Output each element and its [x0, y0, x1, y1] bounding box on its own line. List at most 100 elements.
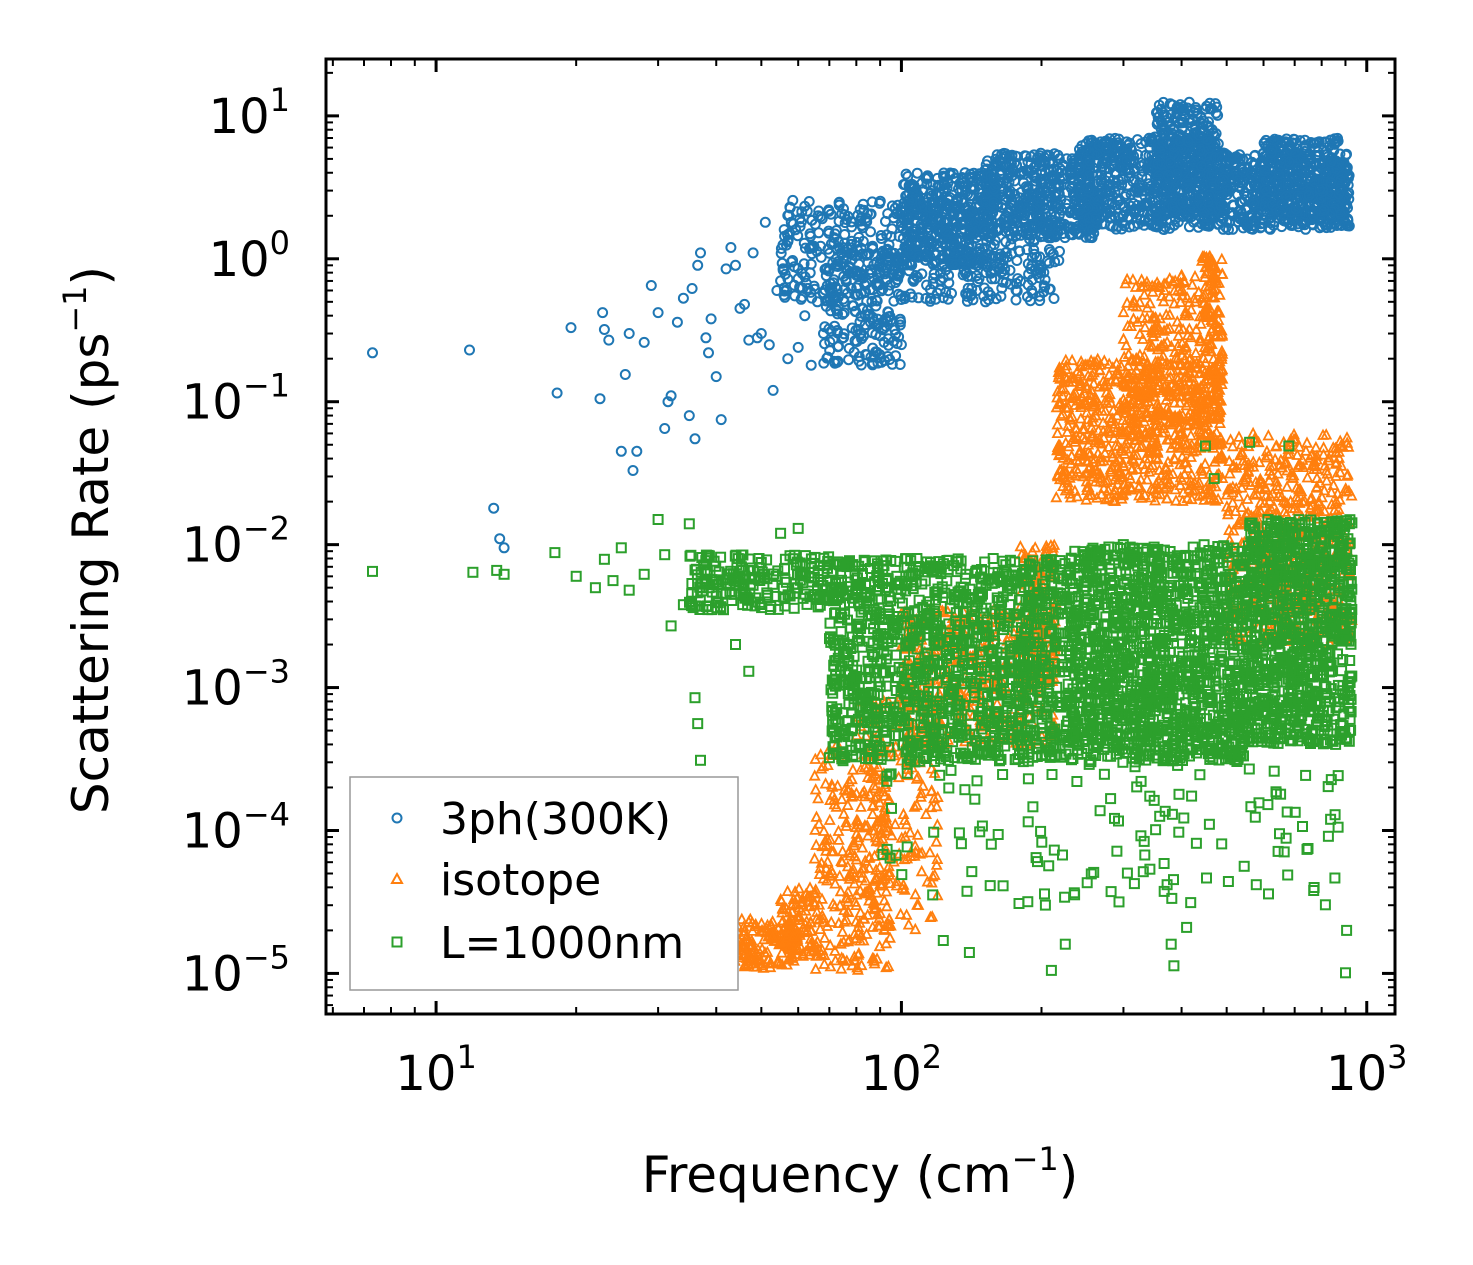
series-3ph-points: [367, 96, 1355, 554]
data-point: [846, 253, 858, 265]
data-point: [870, 294, 882, 306]
data-point: [1014, 539, 1027, 552]
data-point: [615, 445, 627, 457]
data-point: [924, 283, 936, 295]
data-point: [805, 359, 817, 371]
data-point: [598, 324, 610, 335]
data-point: [828, 274, 840, 286]
data-point: [862, 309, 874, 321]
data-point: [980, 296, 991, 308]
data-point: [623, 328, 635, 339]
data-point: [603, 334, 615, 346]
data-point: [973, 230, 985, 242]
data-point: [759, 216, 771, 228]
data-point: [880, 936, 893, 949]
data-point: [715, 414, 727, 426]
data-point: [894, 319, 906, 331]
data-point: [880, 262, 891, 274]
data-point: [974, 245, 986, 257]
data-point: [904, 200, 916, 212]
data-point: [638, 336, 650, 348]
data-point: [953, 183, 964, 195]
data-point: [843, 342, 855, 354]
data-point: [700, 332, 712, 344]
data-point: [859, 279, 871, 291]
data-point: [861, 304, 873, 316]
data-point: [857, 222, 869, 234]
data-point: [1039, 281, 1051, 293]
data-point: [882, 285, 894, 297]
data-point: [933, 180, 945, 192]
data-point: [904, 179, 916, 191]
data-point: [627, 465, 639, 476]
data-point: [906, 198, 918, 210]
data-point: [805, 258, 817, 270]
data-point: [864, 208, 876, 220]
data-point: [1050, 490, 1063, 503]
data-point: [896, 254, 908, 266]
data-point: [904, 826, 917, 838]
data-point: [720, 263, 732, 275]
data-point: [915, 864, 928, 877]
data-point: [937, 292, 949, 304]
data-point: [809, 962, 822, 974]
data-point: [963, 239, 975, 251]
data-point: [962, 271, 974, 282]
data-point: [924, 202, 936, 214]
data-point: [494, 533, 506, 545]
data-point: [861, 277, 873, 289]
data-point: [946, 287, 957, 299]
data-point: [488, 502, 500, 514]
data-point: [891, 274, 903, 286]
data-point: [942, 293, 954, 305]
data-point: [1043, 244, 1055, 255]
data-point: [1011, 255, 1023, 266]
data-point: [857, 235, 869, 247]
data-point: [794, 281, 806, 293]
data-point: [725, 242, 737, 253]
data-point: [823, 813, 836, 825]
data-point: [703, 347, 714, 359]
data-point: [807, 240, 819, 252]
data-point: [837, 308, 848, 320]
data-point: [1031, 251, 1043, 263]
data-point: [896, 247, 908, 259]
data-point: [851, 236, 863, 248]
data-point: [927, 237, 938, 249]
data-point: [962, 188, 973, 200]
data-point: [796, 206, 808, 218]
data-point: [902, 918, 915, 930]
data-point: [888, 335, 900, 347]
data-point: [815, 251, 827, 263]
data-point: [895, 217, 907, 228]
data-point: [965, 206, 977, 218]
data-point: [818, 357, 830, 369]
data-point: [891, 270, 903, 282]
data-point: [787, 255, 799, 266]
data-point: [920, 293, 932, 304]
data-point: [832, 355, 844, 367]
data-point: [939, 171, 951, 183]
data-point: [908, 273, 920, 285]
data-point: [551, 387, 563, 399]
data-point: [877, 316, 889, 328]
data-point: [464, 344, 475, 356]
data-point: [903, 230, 915, 242]
data-point: [900, 168, 912, 180]
data-point: [980, 267, 992, 279]
data-point: [842, 210, 854, 222]
data-point: [1038, 266, 1050, 278]
data-point: [968, 226, 979, 238]
data-point: [1012, 273, 1024, 285]
data-point: [1026, 252, 1038, 263]
data-point: [920, 173, 932, 185]
data-point: [1042, 255, 1054, 267]
data-point: [809, 783, 822, 795]
data-point: [937, 207, 949, 219]
data-point: [882, 248, 894, 260]
data-point: [652, 307, 664, 319]
data-point: [958, 223, 970, 235]
data-point: [1038, 286, 1050, 298]
data-point: [803, 196, 815, 207]
